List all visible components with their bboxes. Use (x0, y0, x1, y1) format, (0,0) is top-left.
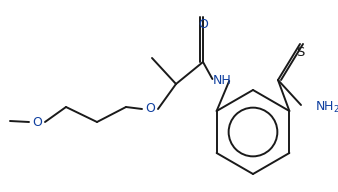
Text: O: O (198, 18, 208, 31)
Text: NH: NH (213, 74, 232, 87)
Text: O: O (145, 103, 155, 116)
Text: S: S (296, 46, 304, 59)
Text: O: O (32, 116, 42, 128)
Text: NH$_2$: NH$_2$ (315, 99, 338, 115)
